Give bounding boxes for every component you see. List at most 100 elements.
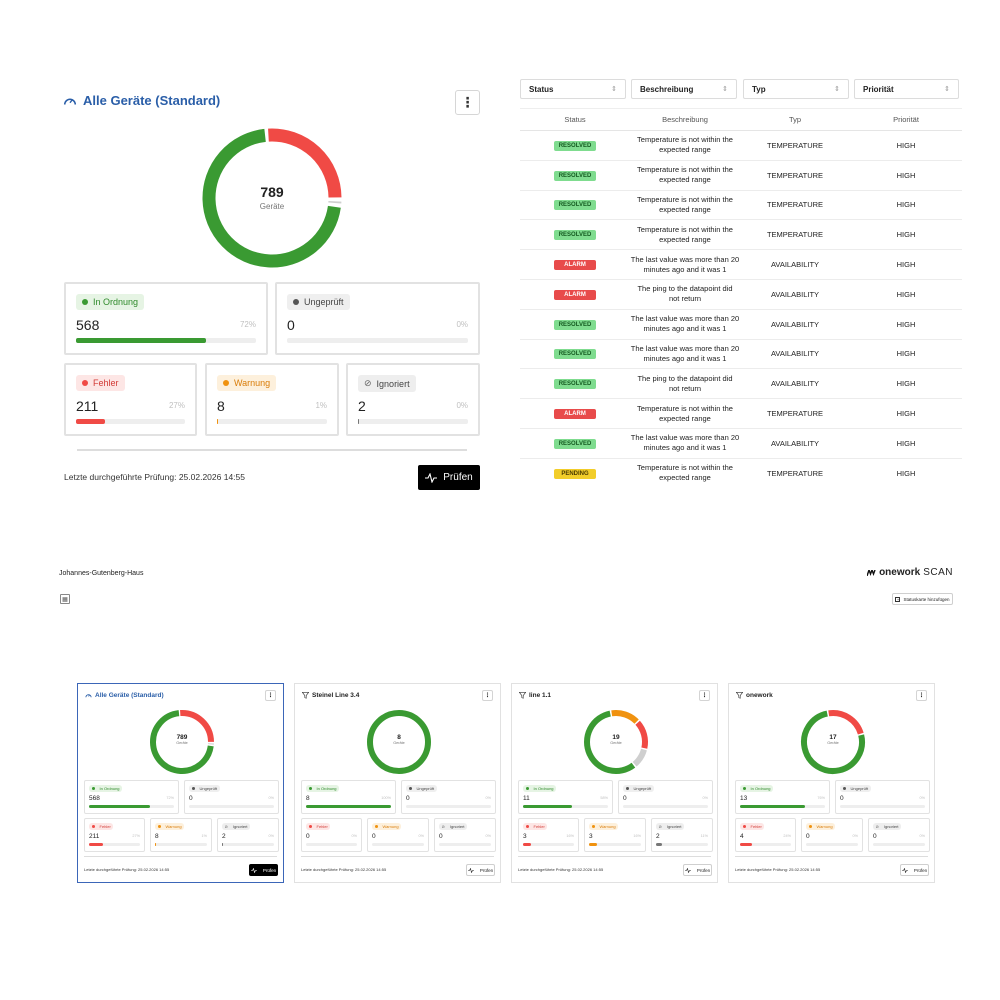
filter-status[interactable]: Status ⇕ [520, 79, 626, 99]
stat-box-warning[interactable]: Warnung 0 0% [367, 818, 429, 852]
table-row[interactable]: RESOLVED Temperature is not within the ex… [520, 191, 962, 221]
stat-box-warning[interactable]: Warnung 8 1% [150, 818, 212, 852]
stat-progress-fill [76, 419, 106, 424]
header-status[interactable]: Status [564, 115, 586, 124]
type-cell: AVAILABILITY [770, 319, 820, 329]
stat-box-unchecked[interactable]: Ungeprüft 0 0% [184, 780, 279, 814]
filter-priority[interactable]: Priorität ⇕ [854, 79, 959, 99]
stat-progress-track [740, 805, 825, 808]
table-row[interactable]: RESOLVED Temperature is not within the ex… [520, 220, 962, 251]
stat-box-ok[interactable]: In Ordnung 568 72% [84, 780, 179, 814]
status-dot-icon [525, 787, 529, 790]
check-button[interactable]: Prüfen [418, 465, 480, 490]
stat-percent: 1% [315, 401, 327, 410]
table-row[interactable]: ALARM The last value was more than 20 min… [520, 250, 962, 280]
stat-box-unchecked[interactable]: Ungeprüft 0 0% [401, 780, 496, 814]
device-total-label: Geräte [259, 202, 285, 211]
status-card[interactable]: onework ⋮ 17 Geräte In Ordnung 13 76% Un… [728, 683, 935, 883]
site-name: Johannes-Gutenberg-Haus [59, 570, 144, 577]
header-type[interactable]: Typ [788, 115, 802, 124]
check-button[interactable]: Prüfen [466, 864, 495, 876]
stat-box-warning[interactable]: Warnung 3 16% [584, 818, 646, 852]
table-row[interactable]: RESOLVED The last value was more than 20… [520, 310, 962, 340]
stat-box-warning[interactable]: Warnung 0 0% [801, 818, 863, 852]
status-badge: ALARM [554, 260, 596, 271]
stat-box-ignored[interactable]: ⊘ Ignoriert 2 0% [217, 818, 279, 852]
stat-progress-track [306, 843, 357, 846]
table-row[interactable]: PENDING Temperature is not within the exp… [520, 459, 962, 488]
check-button[interactable]: Prüfen [249, 864, 278, 876]
status-dot-icon [82, 299, 88, 305]
stat-box-ignored[interactable]: ⊘ Ignoriert 0 0% [868, 818, 930, 852]
table-row[interactable]: ALARM Temperature is not within the expec… [520, 399, 962, 429]
stat-progress-track [89, 805, 174, 808]
card-menu-button[interactable]: ⋮ [699, 690, 710, 701]
type-cell: AVAILABILITY [770, 260, 820, 270]
status-cell: PENDING [520, 468, 630, 479]
device-total: 8 [397, 734, 401, 741]
check-button-label: Prüfen [262, 867, 277, 873]
filter-type[interactable]: Typ ⇕ [743, 79, 849, 99]
stat-box-unchecked[interactable]: Ungeprüft 0 0% [618, 780, 713, 814]
stat-box-error[interactable]: Fehler 4 24% [735, 818, 796, 852]
badge-label: Ungeprüft [304, 297, 344, 307]
stat-box-error[interactable]: Fehler 0 0% [301, 818, 362, 852]
badge-error: Fehler [76, 375, 125, 391]
device-total: 789 [176, 734, 188, 741]
table-row[interactable]: RESOLVED The last value was more than 20… [520, 340, 962, 370]
donut-segment-error [828, 710, 864, 735]
badge-error: Fehler [740, 823, 765, 830]
table-row[interactable]: RESOLVED The last value was more than 20… [520, 429, 962, 459]
stat-value: 2 [222, 833, 226, 840]
stat-box-error[interactable]: Fehler 211 27% [84, 818, 145, 852]
table-row[interactable]: RESOLVED Temperature is not within the ex… [520, 131, 962, 161]
badge-label: Ungeprüft [633, 786, 652, 791]
filter-description[interactable]: Beschreibung ⇕ [631, 79, 737, 99]
stat-progress-fill [740, 805, 805, 808]
stat-box-ok[interactable]: In Ordnung 13 76% [735, 780, 830, 814]
badge-label: Warnung [165, 824, 182, 829]
badge-ignored: ⊘ Ignoriert [873, 823, 902, 830]
stat-box-ok[interactable]: In Ordnung 11 58% [518, 780, 613, 814]
stat-box-ignored[interactable]: ⊘ Ignoriert 2 0% [346, 363, 480, 436]
check-button[interactable]: Prüfen [900, 864, 929, 876]
status-badge: RESOLVED [553, 170, 597, 181]
card-title-text: onework [746, 692, 773, 699]
badge-ignored: ⊘ Ignoriert [439, 823, 468, 830]
status-card[interactable]: Steinel Line 3.4 ⋮ 8 Geräte In Ordnung 8… [294, 683, 501, 883]
table-row[interactable]: RESOLVED Temperature is not within the ex… [520, 161, 962, 191]
status-dot-icon [308, 787, 312, 790]
priority-cell: HIGH [896, 289, 916, 299]
filter-icon [519, 692, 526, 699]
status-dot-icon [293, 299, 299, 305]
status-card[interactable]: Alle Geräte (Standard) ⋮ 789 Geräte In O… [77, 683, 284, 883]
table-row[interactable]: RESOLVED The ping to the datapoint did no… [520, 369, 962, 400]
card-menu-button[interactable]: ⋮ [482, 690, 493, 701]
card-menu-button[interactable]: ⋮ [916, 690, 927, 701]
status-dot-icon [308, 825, 312, 828]
check-button[interactable]: Prüfen [683, 864, 712, 876]
status-card[interactable]: line 1.1 ⋮ 19 Geräte In Ordnung 11 58% U… [511, 683, 718, 883]
add-status-card-button[interactable]: + Statuskarte hinzufügen [892, 593, 953, 605]
header-description[interactable]: Beschreibung [662, 114, 708, 124]
card-menu-button[interactable]: ⋮ [265, 690, 276, 701]
stat-box-error[interactable]: Fehler 211 27% [64, 363, 197, 436]
stat-box-ignored[interactable]: ⊘ Ignoriert 0 0% [434, 818, 496, 852]
stat-box-ok[interactable]: In Ordnung 8 100% [301, 780, 396, 814]
card-menu-button[interactable]: ⋮ [455, 90, 480, 115]
stat-box-ok[interactable]: In Ordnung 568 72% [64, 282, 268, 355]
stat-box-error[interactable]: Fehler 3 16% [518, 818, 579, 852]
table-row[interactable]: ALARM The ping to the datapoint did not r… [520, 280, 962, 310]
donut-segment-ok [801, 710, 865, 774]
status-dot-icon [91, 787, 95, 790]
stat-progress-track [873, 843, 925, 846]
stat-box-unchecked[interactable]: Ungeprüft 0 0% [835, 780, 930, 814]
stat-box-warning[interactable]: Warnung 8 1% [205, 363, 339, 436]
layout-toggle-icon[interactable]: ▦ [60, 594, 70, 604]
stat-box-unchecked[interactable]: Ungeprüft 0 0% [275, 282, 480, 355]
donut-segment-error [180, 710, 214, 743]
stat-box-ignored[interactable]: ⊘ Ignoriert 2 11% [651, 818, 713, 852]
filter-icon [302, 692, 309, 699]
header-priority[interactable]: Priorität [893, 115, 919, 124]
filter-icon [736, 692, 743, 699]
